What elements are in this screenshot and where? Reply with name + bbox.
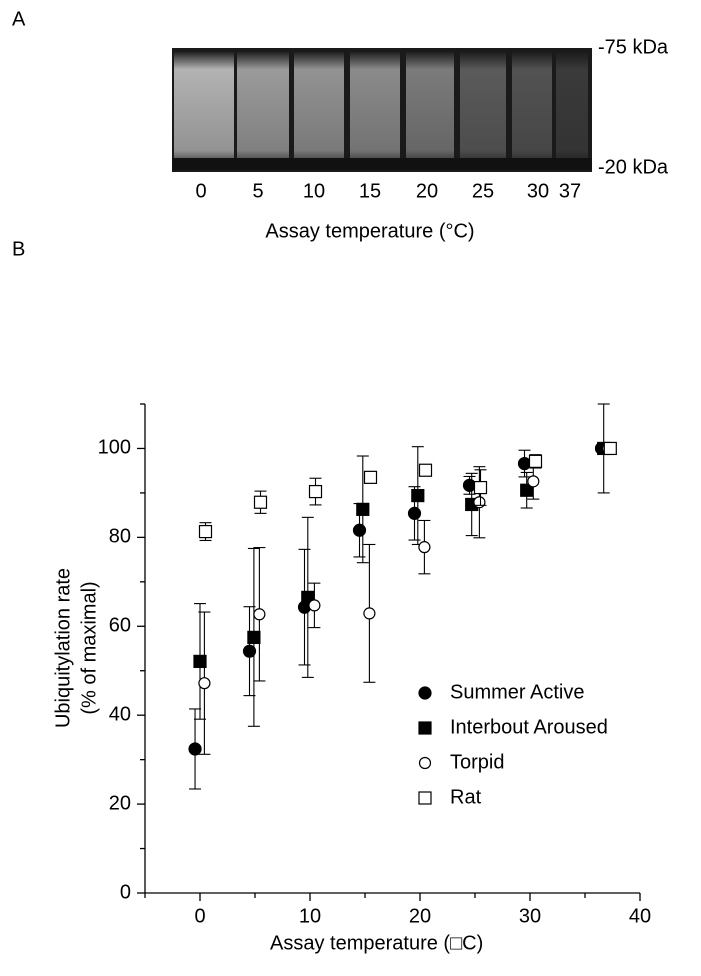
legend-marker xyxy=(418,686,432,700)
point xyxy=(411,488,425,503)
x-tick-label: 40 xyxy=(629,905,651,927)
y-tick-label: 0 xyxy=(120,881,131,903)
legend-label: Interbout Aroused xyxy=(450,716,608,738)
point xyxy=(198,677,211,690)
x-tick-label: 0 xyxy=(194,905,205,927)
lane-label: 15 xyxy=(359,180,381,202)
x-tick-label: 10 xyxy=(299,905,321,927)
x-axis-label: Assay temperature (°C) xyxy=(265,220,474,242)
legend-marker xyxy=(418,791,432,805)
point xyxy=(520,483,534,497)
marker-label: -75 kDa xyxy=(598,36,669,58)
point xyxy=(473,496,486,509)
blot xyxy=(172,48,592,172)
x-axis-label: Assay temperature (□C) xyxy=(270,932,483,954)
y-axis-label: (% of maximal) xyxy=(78,581,100,714)
legend-label: Rat xyxy=(450,786,482,808)
point xyxy=(253,495,268,509)
point xyxy=(308,484,323,499)
panel-label: B xyxy=(12,238,25,260)
y-axis-label: Ubiquitylation rate xyxy=(52,568,74,728)
x-tick-label: 20 xyxy=(409,905,431,927)
legend-label: Summer Active xyxy=(450,681,584,703)
point xyxy=(253,608,266,621)
y-tick-label: 40 xyxy=(109,703,131,725)
marker-label: -20 kDa xyxy=(598,156,669,178)
point xyxy=(308,599,321,612)
point xyxy=(247,630,261,644)
x-tick-label: 30 xyxy=(519,905,541,927)
point xyxy=(418,463,433,477)
y-tick-label: 100 xyxy=(98,437,131,459)
lane-label: 5 xyxy=(252,180,263,202)
lane-label: 25 xyxy=(472,180,494,202)
point xyxy=(188,742,202,756)
point xyxy=(301,590,315,604)
lane-label: 10 xyxy=(303,180,325,202)
point xyxy=(527,475,540,488)
point xyxy=(473,480,488,495)
point xyxy=(418,541,431,554)
legend-label: Torpid xyxy=(450,751,504,773)
point xyxy=(356,502,370,516)
point xyxy=(603,441,617,456)
point xyxy=(198,524,213,539)
lane-label: 20 xyxy=(416,180,438,202)
y-tick-label: 20 xyxy=(109,792,131,814)
y-tick-label: 60 xyxy=(109,615,131,637)
point xyxy=(407,506,422,520)
point xyxy=(242,644,257,658)
point xyxy=(363,470,378,484)
legend-marker xyxy=(418,756,432,770)
lane-label: 30 xyxy=(527,180,549,202)
point xyxy=(193,654,207,668)
point xyxy=(363,607,376,620)
point xyxy=(528,454,543,468)
point xyxy=(352,523,367,537)
y-tick-label: 80 xyxy=(109,526,131,548)
lane-label: 0 xyxy=(195,180,206,202)
legend-marker xyxy=(418,721,432,735)
panel-label: A xyxy=(12,8,26,30)
lane-label: 37 xyxy=(559,180,581,202)
point xyxy=(462,478,477,492)
